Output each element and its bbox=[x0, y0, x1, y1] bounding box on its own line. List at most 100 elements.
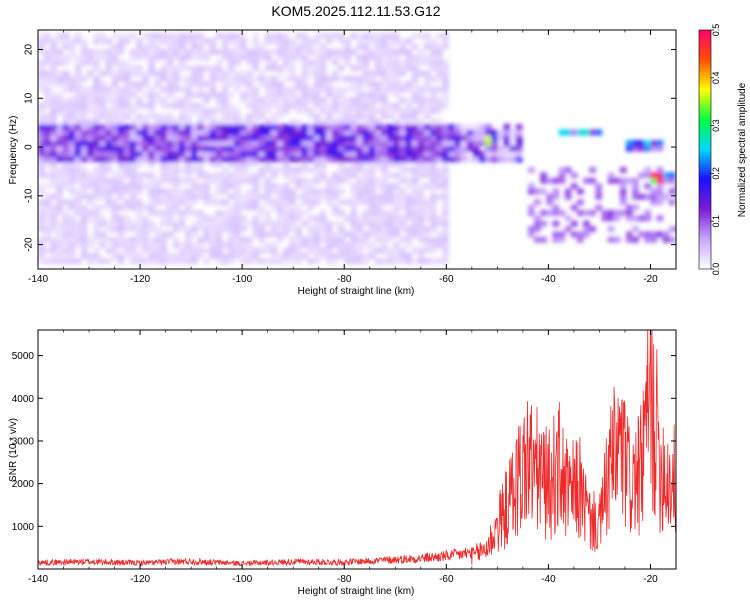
heatmap-cell bbox=[503, 156, 511, 163]
heatmap-cell bbox=[246, 193, 253, 200]
heatmap-cell bbox=[203, 183, 211, 190]
heatmap-cell bbox=[393, 156, 400, 163]
heatmap-cell bbox=[313, 32, 321, 39]
heatmap-cell bbox=[362, 193, 370, 200]
heatmap-cell bbox=[227, 231, 235, 238]
heatmap-cell bbox=[472, 145, 480, 152]
heatmap-cell bbox=[221, 209, 229, 216]
heatmap-cell bbox=[172, 258, 180, 265]
heatmap-cell bbox=[80, 188, 88, 195]
heatmap-cell bbox=[650, 236, 658, 243]
heatmap-cell bbox=[117, 38, 125, 45]
heatmap-cell bbox=[184, 81, 192, 88]
heatmap-cell bbox=[417, 156, 425, 163]
heatmap-cell bbox=[117, 86, 125, 93]
heatmap-cell bbox=[301, 209, 309, 216]
spectrogram-ylabel: Frequency (Hz) bbox=[8, 116, 19, 185]
heatmap-cell bbox=[240, 199, 247, 206]
heatmap-cell bbox=[111, 108, 119, 115]
heatmap-cell bbox=[368, 102, 376, 109]
heatmap-cell bbox=[350, 172, 358, 179]
heatmap-cell bbox=[111, 86, 119, 93]
heatmap-cell bbox=[276, 204, 284, 211]
heatmap-cell bbox=[252, 49, 260, 55]
heatmap-cell bbox=[111, 91, 119, 98]
heatmap-cell bbox=[191, 134, 198, 141]
heatmap-cell bbox=[436, 43, 443, 50]
heatmap-cell bbox=[356, 145, 364, 152]
heatmap-cell bbox=[393, 209, 400, 216]
heatmap-cell bbox=[325, 236, 333, 243]
heatmap-cell bbox=[129, 258, 137, 265]
heatmap-cell bbox=[62, 209, 70, 216]
heatmap-cell bbox=[111, 247, 119, 254]
heatmap-cell bbox=[527, 209, 535, 216]
heatmap-cell bbox=[552, 236, 560, 243]
heatmap-cell bbox=[166, 102, 174, 109]
heatmap-cell bbox=[356, 161, 364, 168]
heatmap-cell bbox=[93, 59, 100, 66]
heatmap-cell bbox=[166, 161, 174, 168]
heatmap-cell bbox=[233, 113, 241, 120]
heatmap-cell bbox=[160, 134, 168, 141]
heatmap-cell bbox=[276, 150, 284, 157]
heatmap-cell bbox=[117, 156, 125, 163]
heatmap-cell bbox=[344, 97, 351, 104]
heatmap-cell bbox=[417, 231, 425, 238]
heatmap-cell bbox=[393, 65, 400, 72]
heatmap-cell bbox=[338, 65, 345, 72]
heatmap-cell bbox=[74, 177, 82, 184]
heatmap-cell bbox=[344, 54, 351, 61]
heatmap-cell bbox=[50, 220, 57, 227]
heatmap-cell bbox=[325, 247, 333, 254]
heatmap-cell bbox=[264, 81, 272, 88]
heatmap-cell bbox=[350, 32, 358, 39]
heatmap-cell bbox=[350, 108, 358, 115]
heatmap-cell bbox=[313, 172, 321, 179]
heatmap-cell bbox=[50, 118, 57, 125]
heatmap-cell bbox=[142, 145, 149, 152]
heatmap-cell bbox=[429, 43, 437, 50]
heatmap-cell bbox=[191, 54, 198, 61]
heatmap-cell bbox=[423, 81, 431, 88]
heatmap-cell bbox=[307, 97, 315, 104]
heatmap-cell bbox=[184, 193, 192, 200]
heatmap-cell bbox=[289, 226, 296, 233]
heatmap-cell bbox=[166, 113, 174, 120]
heatmap-cell bbox=[117, 91, 125, 98]
heatmap-cell bbox=[411, 150, 419, 157]
heatmap-cell bbox=[325, 242, 333, 249]
heatmap-cell bbox=[142, 43, 149, 50]
heatmap-cell bbox=[233, 183, 241, 190]
heatmap-cell bbox=[50, 108, 57, 115]
heatmap-cell bbox=[215, 49, 223, 55]
heatmap-cell bbox=[184, 113, 192, 120]
heatmap-cell bbox=[307, 242, 315, 249]
heatmap-cell bbox=[380, 97, 388, 104]
heatmap-cell bbox=[74, 167, 82, 174]
heatmap-cell bbox=[172, 43, 180, 50]
heatmap-cell bbox=[105, 247, 113, 254]
heatmap-cell bbox=[331, 59, 339, 66]
heatmap-cell bbox=[142, 70, 149, 77]
heatmap-cell bbox=[344, 145, 351, 152]
heatmap-cell bbox=[197, 43, 204, 50]
heatmap-cell bbox=[405, 231, 413, 238]
heatmap-cell bbox=[215, 199, 223, 206]
heatmap-cell bbox=[380, 247, 388, 254]
heatmap-cell bbox=[215, 108, 223, 115]
heatmap-cell bbox=[142, 140, 149, 147]
heatmap-cell bbox=[429, 167, 437, 174]
heatmap-cell bbox=[393, 91, 400, 98]
heatmap-cell bbox=[44, 129, 51, 136]
heatmap-cell bbox=[38, 226, 45, 233]
heatmap-cells bbox=[38, 32, 676, 265]
heatmap-cell bbox=[166, 220, 174, 227]
heatmap-cell bbox=[56, 258, 64, 265]
heatmap-cell bbox=[515, 145, 523, 152]
heatmap-cell bbox=[399, 258, 407, 265]
heatmap-cell bbox=[478, 134, 486, 141]
heatmap-cell bbox=[197, 156, 204, 163]
heatmap-cell bbox=[454, 124, 462, 131]
heatmap-cell bbox=[56, 70, 64, 77]
